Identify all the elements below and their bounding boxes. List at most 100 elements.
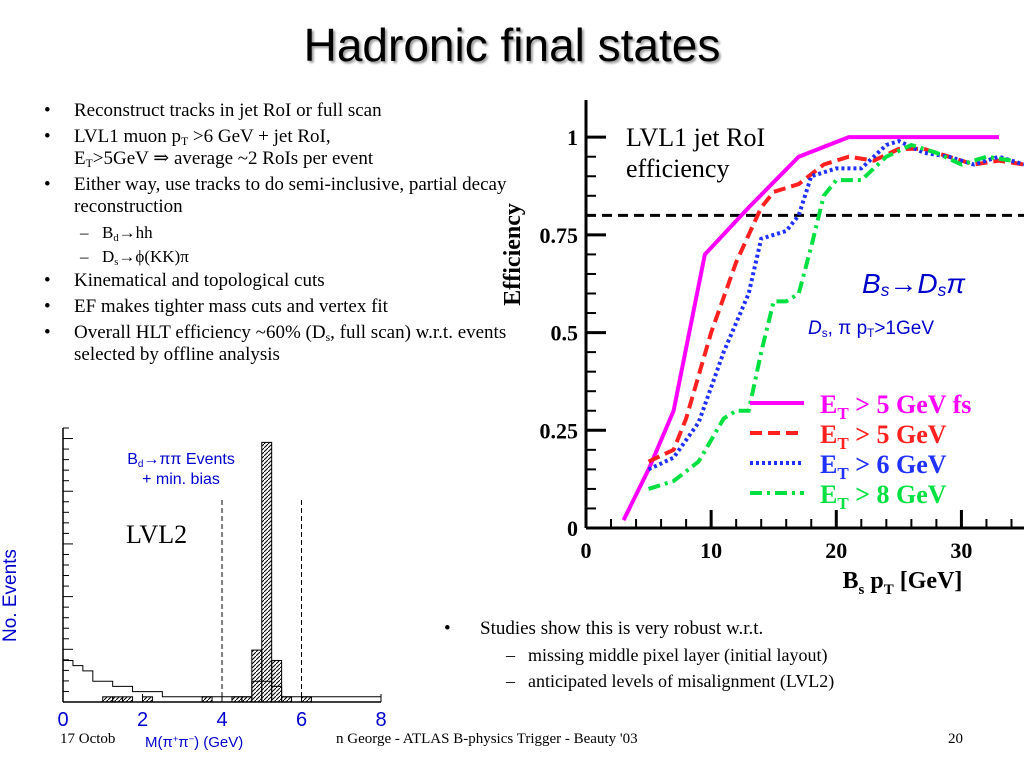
x-axis-text: M(π	[145, 734, 173, 751]
subscript: s	[821, 327, 828, 340]
series-line-et6	[647, 138, 1024, 472]
efficiency-y-axis-label: Efficiency	[500, 203, 526, 306]
bullet-text: >6 GeV + jet RoI,	[188, 126, 331, 147]
y-tick-label: 0.5	[551, 321, 579, 346]
bullet-text: E	[74, 148, 86, 169]
bullet-dot-icon: •	[44, 174, 51, 195]
legend-part: > 5 GeV fs	[849, 390, 972, 419]
mass-histogram: 0 2 4 6 8 Bd→ππ Events + min. bias LVL2 No. E…	[0, 420, 400, 768]
slide-title: Hadronic final states	[303, 19, 721, 71]
cuts-part: D	[808, 318, 822, 339]
sub-bullet-text: B	[102, 223, 114, 242]
bullet-dot-icon: •	[44, 100, 51, 121]
efficiency-chart-title: LVL1 jet RoI efficiency	[626, 123, 766, 183]
y-tick-label: 0.75	[540, 223, 579, 248]
legend-part: E	[820, 450, 837, 479]
right-bullet-list: • Studies show this is very robust w.r.t.…	[440, 618, 1020, 694]
hist-x-tick-label: 6	[296, 709, 307, 731]
superscript: −	[188, 734, 195, 744]
legend-part: > 8 GeV	[849, 480, 947, 509]
legend-label-et6: ET > 6 GeV	[820, 450, 947, 483]
sub-bullet-item: – missing middle pixel layer (initial lay…	[440, 644, 1020, 666]
y-tick-label: 1	[567, 125, 578, 150]
bullet-text: , full scan) w.r.t. events selected by o…	[74, 322, 507, 365]
subscript: s	[880, 280, 890, 300]
x-tick-label: 30	[950, 538, 972, 563]
dash-icon: –	[506, 671, 515, 691]
footer-date: 17 Octob	[60, 731, 116, 747]
x-tick-label: 0	[581, 538, 592, 563]
channel-cuts-label: Ds, π pT>1GeV	[808, 318, 934, 340]
bullet-text: >5GeV ⇒ average ~2 RoIs per event	[92, 148, 374, 169]
signal-bar	[251, 649, 263, 703]
legend-part: T	[837, 434, 849, 453]
bullet-item: • Overall HLT efficiency ~60% (Ds, full s…	[40, 322, 540, 366]
trigger-level-label: LVL2	[126, 520, 188, 549]
series-line-fs	[621, 135, 999, 522]
bullet-item: • LVL1 muon pT >6 GeV + jet RoI, ET>5GeV ⇒…	[40, 126, 540, 170]
cuts-part: , π p	[827, 318, 868, 339]
bullet-dot-icon: •	[44, 126, 51, 147]
bullet-text: EF makes tighter mass cuts and vertex fi…	[74, 296, 388, 317]
legend-part: T	[837, 404, 849, 423]
bullet-text: Either way, use tracks to do semi-inclus…	[74, 174, 507, 217]
x-axis-part: T	[884, 582, 894, 598]
legend-part: > 5 GeV	[849, 420, 947, 449]
signal-bar	[102, 696, 114, 703]
legend-part: E	[820, 390, 837, 419]
bullet-dot-icon: •	[44, 322, 51, 343]
efficiency-chart: 0 0.25 0.5 0.75 1 0 10 20 30 Efficiency Bs pT [GeV…	[490, 98, 1024, 598]
channel-part: B	[862, 268, 881, 299]
footer-title: n George - ATLAS B-physics Trigger - Bea…	[336, 731, 638, 747]
x-axis-part: s	[859, 582, 865, 598]
bullet-item: • Reconstruct tracks in jet RoI or full s…	[40, 100, 540, 122]
sub-bullet-text: anticipated levels of misalignment (LVL2…	[528, 671, 835, 691]
signal-bar	[122, 696, 134, 703]
sub-bullet-text: →hh	[118, 223, 153, 242]
y-tick-label: 0	[567, 516, 578, 541]
bullet-item: • Kinematical and topological cuts	[40, 270, 540, 292]
bullet-text: Studies show this is very robust w.r.t.	[480, 618, 764, 639]
legend-part: →ππ Events	[143, 451, 235, 468]
sub-bullet-text: missing middle pixel layer (initial layo…	[528, 645, 828, 665]
signal-bar	[271, 659, 283, 703]
legend-part: E	[820, 480, 837, 509]
hist-x-tick-label: 2	[137, 709, 148, 731]
sub-bullet-item: – Bd→hh	[40, 222, 540, 244]
signal-bar	[112, 696, 124, 703]
bullet-item: • EF makes tighter mass cuts and vertex f…	[40, 296, 540, 318]
subscript: T	[85, 157, 93, 170]
subscript: s	[114, 257, 119, 268]
decay-channel-label: Bs→Dsπ	[862, 268, 965, 300]
x-axis-text: π	[178, 734, 189, 751]
legend-part: + min. bias	[142, 471, 220, 488]
histogram-plot: 0 2 4 6 8	[57, 427, 387, 731]
channel-part: π	[946, 268, 966, 299]
bullet-text: Kinematical and topological cuts	[74, 270, 325, 291]
legend-part: T	[837, 494, 849, 513]
efficiency-x-axis-label: Bs pT [GeV]	[843, 568, 963, 598]
legend-part: > 6 GeV	[849, 450, 947, 479]
hist-x-tick-label: 0	[57, 709, 68, 731]
cuts-part: >1GeV	[874, 318, 935, 339]
channel-part: D	[917, 268, 938, 299]
bullet-dot-icon: •	[444, 618, 451, 639]
signal-bar	[261, 441, 273, 703]
subscript: d	[137, 459, 144, 470]
dash-icon: –	[80, 247, 89, 266]
channel-part: →	[889, 268, 918, 299]
x-axis-text: ) (GeV)	[194, 734, 244, 751]
subscript: d	[113, 233, 119, 244]
sub-bullet-item: – Ds→ϕ(KK)π	[40, 246, 540, 268]
legend-label-et5: ET > 5 GeV	[820, 420, 947, 453]
dash-icon: –	[80, 223, 89, 242]
subscript: T	[867, 327, 875, 340]
signal-bar	[231, 696, 243, 703]
legend-label-et8: ET > 8 GeV	[820, 480, 947, 513]
superscript: +	[172, 734, 179, 744]
x-axis-part: [GeV]	[894, 568, 963, 594]
series-line-et5	[647, 146, 1024, 464]
sub-bullet-item: – anticipated levels of misalignment (LVL…	[440, 670, 1020, 692]
series-line-et8	[647, 142, 1012, 491]
